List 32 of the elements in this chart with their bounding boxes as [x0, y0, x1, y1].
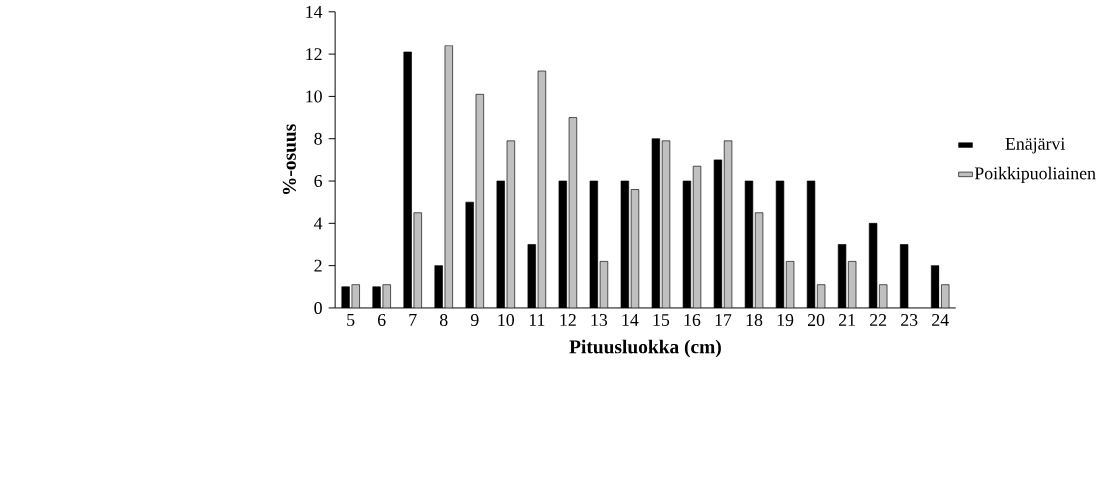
- y-tick-label: 2: [314, 259, 322, 272]
- y-tick-label: 10: [306, 90, 322, 103]
- y-axis-title: %-osuus: [282, 124, 296, 195]
- x-tick-label: 7: [409, 314, 417, 326]
- y-tick-label: 4: [314, 217, 323, 230]
- x-tick-label: 12: [560, 314, 576, 327]
- y-tick-label: 12: [306, 48, 322, 61]
- x-tick-label: 23: [901, 314, 918, 327]
- y-tick-label: 0: [314, 302, 322, 315]
- x-tick-label: 16: [684, 314, 701, 327]
- x-tick-label: 15: [653, 314, 670, 327]
- x-tick-label: 21: [839, 314, 855, 327]
- y-tick-label: 14: [306, 6, 323, 18]
- x-tick-label: 22: [870, 314, 887, 327]
- x-tick-label: 10: [498, 314, 515, 327]
- x-axis-title: Pituusluokka (cm): [569, 339, 721, 358]
- x-tick-label: 17: [715, 314, 732, 327]
- x-tick-label: 19: [777, 314, 794, 327]
- y-tick-label: 6: [314, 175, 323, 188]
- x-tick-label: 18: [746, 314, 763, 327]
- x-tick-label: 9: [470, 314, 479, 327]
- x-tick-label: 13: [591, 314, 608, 327]
- x-tick-label: 14: [622, 314, 639, 327]
- x-tick-label: 6: [378, 314, 386, 327]
- x-tick-label: 11: [529, 314, 545, 327]
- legend-label: Poikkipuoliainen: [974, 167, 1096, 184]
- legend-label: Enäjärvi: [1005, 138, 1065, 154]
- y-tick-label: 8: [314, 132, 322, 145]
- x-tick-label: 8: [439, 314, 448, 327]
- x-tick-label: 24: [932, 314, 949, 327]
- x-tick-label: 5: [347, 314, 355, 327]
- x-tick-label: 20: [807, 314, 825, 327]
